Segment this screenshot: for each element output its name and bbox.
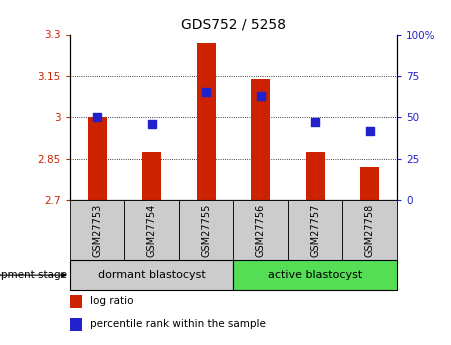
Text: GSM27758: GSM27758 — [364, 204, 375, 257]
Title: GDS752 / 5258: GDS752 / 5258 — [181, 18, 286, 32]
Point — [366, 128, 373, 133]
Text: development stage: development stage — [0, 270, 70, 280]
Point — [93, 115, 101, 120]
Text: GSM27757: GSM27757 — [310, 204, 320, 257]
Point — [202, 90, 210, 95]
Text: percentile rank within the sample: percentile rank within the sample — [89, 319, 265, 329]
Bar — [124, 200, 179, 260]
Bar — [306, 152, 325, 200]
Bar — [70, 295, 83, 308]
Point — [257, 93, 264, 99]
Text: GSM27753: GSM27753 — [92, 204, 102, 257]
Bar — [288, 200, 342, 260]
Bar — [197, 43, 216, 200]
Bar — [234, 200, 288, 260]
Bar — [87, 117, 107, 200]
Text: active blastocyst: active blastocyst — [268, 270, 362, 280]
Bar — [251, 79, 270, 200]
Text: dormant blastocyst: dormant blastocyst — [98, 270, 206, 280]
Point — [148, 121, 155, 127]
Bar — [360, 167, 379, 200]
Text: log ratio: log ratio — [89, 296, 133, 306]
Text: GSM27755: GSM27755 — [201, 204, 211, 257]
Bar — [179, 200, 234, 260]
Bar — [142, 152, 161, 200]
Point — [312, 119, 319, 125]
Bar — [234, 260, 397, 290]
Bar — [70, 200, 124, 260]
Bar — [70, 317, 83, 331]
Text: GSM27756: GSM27756 — [256, 204, 266, 257]
Bar — [342, 200, 397, 260]
Bar — [70, 260, 234, 290]
Text: GSM27754: GSM27754 — [147, 204, 156, 257]
